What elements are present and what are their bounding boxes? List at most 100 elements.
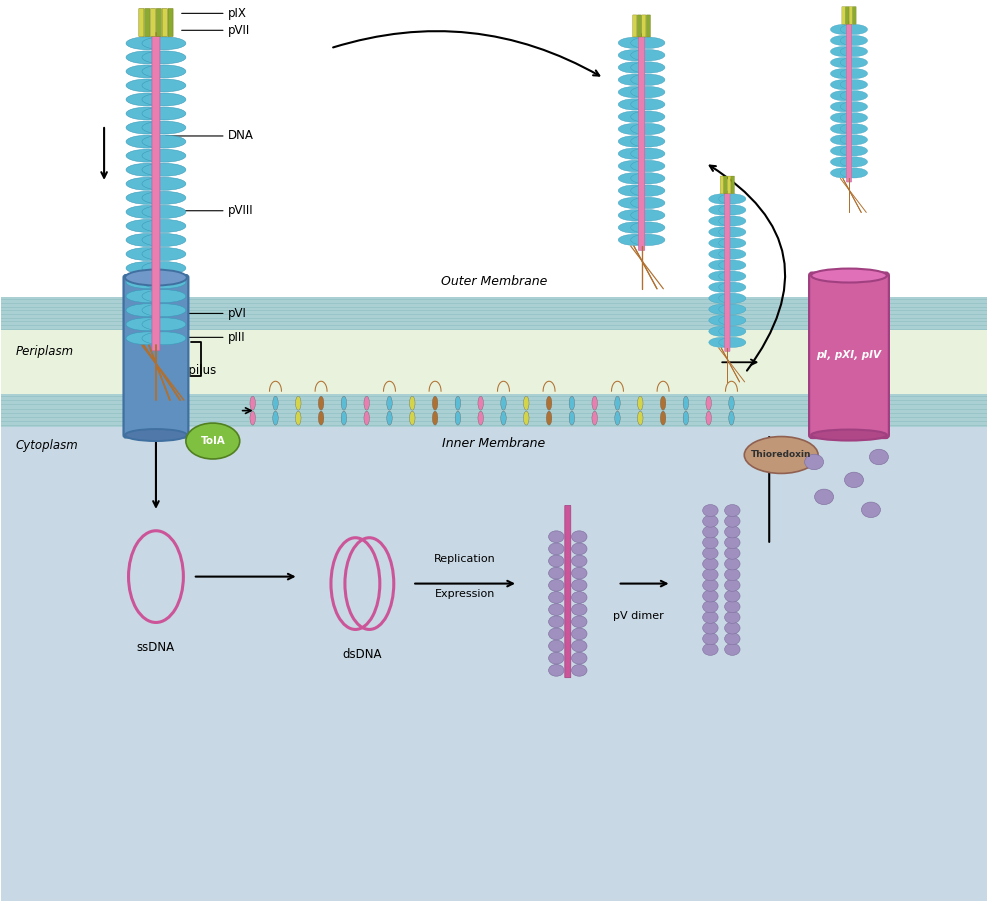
Ellipse shape <box>724 601 740 612</box>
Ellipse shape <box>386 411 392 425</box>
Ellipse shape <box>142 93 186 106</box>
Ellipse shape <box>841 69 867 78</box>
Ellipse shape <box>142 276 186 289</box>
Ellipse shape <box>571 567 587 579</box>
Ellipse shape <box>841 24 867 34</box>
Ellipse shape <box>142 121 186 134</box>
Text: Expression: Expression <box>435 589 495 599</box>
Ellipse shape <box>571 543 587 555</box>
Ellipse shape <box>705 411 711 425</box>
FancyBboxPatch shape <box>148 358 163 364</box>
Ellipse shape <box>708 227 736 237</box>
Ellipse shape <box>618 111 652 123</box>
Ellipse shape <box>841 113 867 123</box>
Ellipse shape <box>618 98 652 110</box>
Ellipse shape <box>660 396 666 410</box>
Ellipse shape <box>548 543 564 555</box>
FancyBboxPatch shape <box>849 6 853 24</box>
Ellipse shape <box>702 504 718 517</box>
Ellipse shape <box>548 567 564 579</box>
Ellipse shape <box>702 622 718 634</box>
Ellipse shape <box>571 628 587 640</box>
Ellipse shape <box>708 282 736 292</box>
Ellipse shape <box>637 396 643 410</box>
Ellipse shape <box>142 318 186 331</box>
Ellipse shape <box>831 46 858 57</box>
Text: pIX: pIX <box>228 7 247 20</box>
Ellipse shape <box>501 396 506 410</box>
Ellipse shape <box>718 315 746 326</box>
Ellipse shape <box>718 216 746 226</box>
Ellipse shape <box>841 35 867 46</box>
FancyBboxPatch shape <box>139 8 144 37</box>
Ellipse shape <box>831 113 858 123</box>
Ellipse shape <box>548 603 564 615</box>
Ellipse shape <box>630 198 665 208</box>
Ellipse shape <box>841 124 867 133</box>
Ellipse shape <box>571 603 587 615</box>
Ellipse shape <box>142 206 186 218</box>
Text: Inner Membrane: Inner Membrane <box>443 437 545 450</box>
Ellipse shape <box>125 270 187 286</box>
Ellipse shape <box>126 247 170 261</box>
Ellipse shape <box>126 219 170 233</box>
Ellipse shape <box>630 172 665 184</box>
FancyBboxPatch shape <box>720 176 723 194</box>
Ellipse shape <box>615 411 620 425</box>
FancyBboxPatch shape <box>156 8 161 37</box>
Ellipse shape <box>718 282 746 292</box>
Ellipse shape <box>618 135 652 147</box>
Ellipse shape <box>142 149 186 162</box>
Ellipse shape <box>630 148 665 160</box>
Ellipse shape <box>126 304 170 317</box>
Ellipse shape <box>548 555 564 566</box>
Ellipse shape <box>630 74 665 86</box>
FancyBboxPatch shape <box>846 6 849 24</box>
Ellipse shape <box>250 411 256 425</box>
Ellipse shape <box>618 87 652 97</box>
Ellipse shape <box>724 526 740 538</box>
Ellipse shape <box>126 51 170 64</box>
Bar <box>1 2 987 298</box>
Ellipse shape <box>845 472 864 488</box>
Ellipse shape <box>744 437 818 474</box>
Ellipse shape <box>548 579 564 591</box>
Ellipse shape <box>618 74 652 86</box>
Bar <box>1 427 987 900</box>
Ellipse shape <box>708 315 736 326</box>
FancyBboxPatch shape <box>853 6 857 24</box>
Bar <box>1 394 987 427</box>
Ellipse shape <box>724 537 740 548</box>
FancyBboxPatch shape <box>637 15 641 37</box>
Ellipse shape <box>702 548 718 559</box>
Ellipse shape <box>831 24 858 34</box>
Ellipse shape <box>683 411 689 425</box>
Ellipse shape <box>831 168 858 178</box>
FancyBboxPatch shape <box>148 340 163 345</box>
Ellipse shape <box>571 665 587 676</box>
Ellipse shape <box>618 172 652 184</box>
FancyBboxPatch shape <box>724 176 727 194</box>
Ellipse shape <box>318 411 324 425</box>
Ellipse shape <box>702 526 718 538</box>
Ellipse shape <box>708 249 736 259</box>
FancyBboxPatch shape <box>842 6 846 24</box>
Ellipse shape <box>708 304 736 315</box>
Ellipse shape <box>718 272 746 281</box>
FancyBboxPatch shape <box>565 505 571 677</box>
Ellipse shape <box>630 37 665 49</box>
Ellipse shape <box>841 90 867 101</box>
Ellipse shape <box>718 293 746 303</box>
Ellipse shape <box>729 411 734 425</box>
Ellipse shape <box>630 209 665 221</box>
Ellipse shape <box>142 178 186 190</box>
Ellipse shape <box>186 423 240 459</box>
Ellipse shape <box>618 222 652 234</box>
Ellipse shape <box>386 396 392 410</box>
Ellipse shape <box>724 504 740 517</box>
FancyBboxPatch shape <box>148 346 163 352</box>
Ellipse shape <box>295 411 301 425</box>
Ellipse shape <box>718 227 746 237</box>
Ellipse shape <box>250 396 256 410</box>
Bar <box>1 298 987 330</box>
